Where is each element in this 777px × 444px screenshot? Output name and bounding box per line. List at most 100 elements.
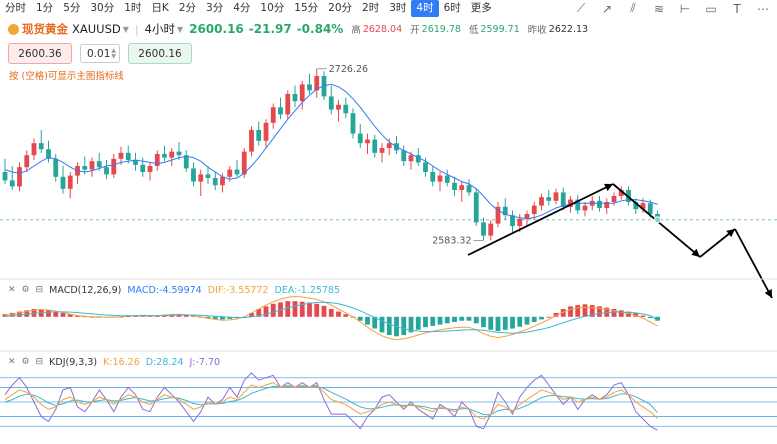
candle-body — [379, 148, 385, 153]
text-tool-icon[interactable]: T — [733, 1, 741, 16]
macd-histogram-bar — [423, 316, 428, 328]
candle-body — [560, 192, 566, 207]
macd-histogram-bar — [336, 311, 341, 317]
prev-close-value: 2622.13 — [548, 23, 589, 35]
macd-histogram-bar — [321, 305, 327, 317]
macd-histogram-bar — [53, 311, 59, 317]
tab-timeframe[interactable]: 10分 — [260, 2, 285, 14]
tab-timeframe[interactable]: 4时 — [411, 0, 439, 17]
candle-body — [452, 182, 457, 190]
symbol-code[interactable]: XAUUSD — [72, 22, 121, 36]
macd-histogram-bar — [17, 311, 22, 317]
divider: | — [134, 22, 139, 36]
tab-timeframe[interactable]: 30分 — [90, 2, 115, 14]
candle-body — [176, 151, 182, 156]
sell-price-button[interactable]: 2600.36 — [8, 43, 72, 64]
rectangle-icon[interactable]: ▭ — [705, 1, 717, 16]
candle-body — [249, 130, 254, 152]
candle-body — [241, 151, 247, 175]
kdj-collapse-icon[interactable]: ⊟ — [35, 357, 44, 367]
candle-body — [133, 160, 138, 165]
macd-histogram-bar — [618, 310, 624, 317]
candle-body — [510, 215, 515, 226]
tab-timeframe[interactable]: 4分 — [233, 2, 251, 14]
tab-timeframe[interactable]: 分时 — [5, 2, 26, 14]
macd-histogram-bar — [430, 316, 436, 326]
macd-histogram-bar — [633, 312, 639, 317]
macd-histogram-bar — [46, 310, 51, 317]
d-number: 28.24 — [156, 356, 184, 368]
macd-histogram-bar — [9, 312, 15, 317]
more-tools-icon[interactable]: ⋯ — [757, 1, 769, 16]
macd-histogram-bar — [415, 316, 421, 330]
fib-retracement-icon[interactable]: ≋ — [653, 1, 665, 16]
collapse-icon[interactable]: ⊟ — [35, 285, 44, 295]
quick-order-panel: 2600.36 0.01 ▲ ▼ 2600.16 — [8, 43, 192, 64]
tab-timeframe[interactable]: 5分 — [63, 2, 81, 14]
trend-line-icon[interactable]: ⟋ — [576, 1, 586, 15]
kdj-close-icon[interactable]: ✕ — [8, 357, 16, 367]
close-icon[interactable]: ✕ — [8, 285, 16, 295]
dif-number: -3.55772 — [225, 284, 269, 296]
settings-icon[interactable]: ⚙ — [21, 285, 30, 295]
dea-number: -1.25785 — [297, 284, 341, 296]
last-price-dot — [654, 216, 661, 224]
candle-body — [539, 197, 544, 206]
candle-body — [444, 175, 450, 183]
candle-body — [647, 203, 653, 214]
tab-timeframe[interactable]: 更多 — [470, 2, 492, 14]
macd-histogram-bar — [292, 301, 298, 317]
candle-body — [96, 161, 102, 168]
tab-timeframe[interactable]: 1分 — [36, 2, 54, 14]
candle-body — [183, 155, 189, 169]
j-line — [4, 372, 658, 431]
candle-body — [437, 175, 443, 182]
arrowhead-icon — [726, 229, 735, 238]
ray-line-icon[interactable]: ↗ — [601, 1, 613, 16]
candle-body — [191, 168, 196, 182]
candle-body — [89, 161, 95, 170]
quantity-stepper[interactable]: 0.01 ▲ ▼ — [80, 44, 120, 63]
buy-price-button[interactable]: 2600.16 — [128, 43, 192, 64]
candle-body — [227, 169, 233, 177]
candle-body — [67, 175, 73, 189]
tab-timeframe[interactable]: 2时 — [362, 2, 380, 14]
candle-body — [220, 176, 225, 186]
tab-timeframe[interactable]: 20分 — [328, 2, 353, 14]
interval-chevron-down-icon[interactable]: ▼ — [176, 24, 184, 34]
dif-line — [4, 295, 658, 341]
macd-histogram-bar — [60, 312, 66, 317]
interval-label[interactable]: 4小时 — [144, 22, 175, 36]
candle-body — [415, 155, 421, 163]
candle-body — [357, 133, 363, 144]
tab-timeframe[interactable]: 2分 — [178, 2, 197, 14]
drawing-toolbar: ⟋ ↗ ⫽ ≋ ⊢ ▭ T ⋯ — [575, 0, 769, 17]
candle-body — [17, 167, 22, 187]
tab-timeframe[interactable]: 3时 — [389, 2, 407, 14]
candle-body — [314, 76, 320, 91]
tab-timeframe[interactable]: 日K — [151, 2, 169, 14]
prev-close-label: 昨收 — [527, 25, 547, 36]
candle-body — [154, 154, 160, 166]
candle-body — [140, 164, 146, 172]
horizontal-ray-icon[interactable]: ⊢ — [679, 1, 691, 16]
macd-histogram-bar — [568, 306, 573, 317]
candle-body — [343, 104, 349, 114]
tab-timeframe[interactable]: 15分 — [294, 2, 319, 14]
candle-body — [466, 185, 472, 193]
parallel-channel-icon[interactable]: ⫽ — [630, 1, 636, 15]
quantity-value[interactable]: 0.01 — [87, 47, 111, 60]
tab-timeframe[interactable]: 6时 — [443, 2, 461, 14]
candle-body — [60, 176, 66, 189]
tab-timeframe[interactable]: 3分 — [206, 2, 224, 14]
macd-histogram-bar — [408, 316, 414, 333]
timeframe-bar: 分时 1分 5分 30分 1时 日K 2分 3分 4分 10分 15分 20分 2时 3时 4时 6时 更多 — [0, 0, 560, 17]
high-annotation: 2726.26 — [329, 64, 368, 75]
tab-timeframe[interactable]: 1时 — [124, 2, 142, 14]
stepper-arrows-icon[interactable]: ▲ ▼ — [111, 46, 116, 60]
symbol-name[interactable]: 现货黄金 — [22, 22, 68, 36]
macd-histogram-bar — [343, 314, 349, 317]
kdj-settings-icon[interactable]: ⚙ — [21, 357, 30, 367]
chevron-down-icon[interactable]: ▼ — [122, 24, 129, 34]
